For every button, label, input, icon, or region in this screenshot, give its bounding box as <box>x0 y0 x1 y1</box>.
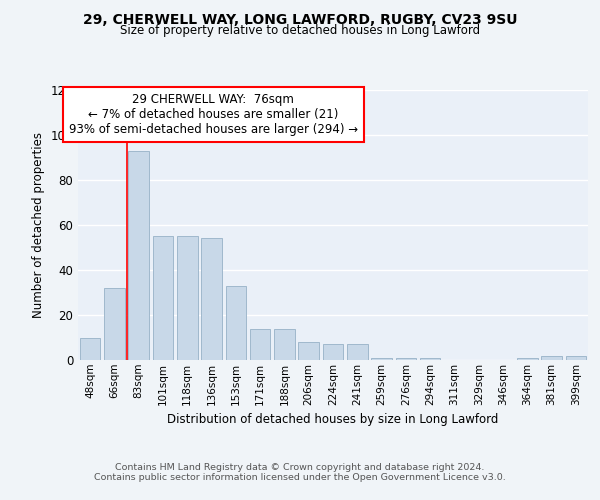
Bar <box>323 344 343 360</box>
Text: Size of property relative to detached houses in Long Lawford: Size of property relative to detached ho… <box>120 24 480 37</box>
Text: Contains public sector information licensed under the Open Government Licence v3: Contains public sector information licen… <box>94 474 506 482</box>
Bar <box>104 288 125 360</box>
Text: 29 CHERWELL WAY:  76sqm
← 7% of detached houses are smaller (21)
93% of semi-det: 29 CHERWELL WAY: 76sqm ← 7% of detached … <box>68 92 358 136</box>
Bar <box>177 236 197 360</box>
Bar <box>420 358 440 360</box>
Text: Contains HM Land Registry data © Crown copyright and database right 2024.: Contains HM Land Registry data © Crown c… <box>115 462 485 471</box>
Y-axis label: Number of detached properties: Number of detached properties <box>32 132 45 318</box>
Bar <box>566 356 586 360</box>
Bar <box>201 238 222 360</box>
Text: Distribution of detached houses by size in Long Lawford: Distribution of detached houses by size … <box>167 412 499 426</box>
Text: 29, CHERWELL WAY, LONG LAWFORD, RUGBY, CV23 9SU: 29, CHERWELL WAY, LONG LAWFORD, RUGBY, C… <box>83 12 517 26</box>
Bar <box>517 358 538 360</box>
Bar <box>152 236 173 360</box>
Bar <box>371 358 392 360</box>
Bar <box>80 338 100 360</box>
Bar <box>395 358 416 360</box>
Bar <box>226 286 246 360</box>
Bar <box>250 328 271 360</box>
Bar <box>298 342 319 360</box>
Bar <box>347 344 368 360</box>
Bar <box>541 356 562 360</box>
Bar <box>274 328 295 360</box>
Bar <box>128 151 149 360</box>
